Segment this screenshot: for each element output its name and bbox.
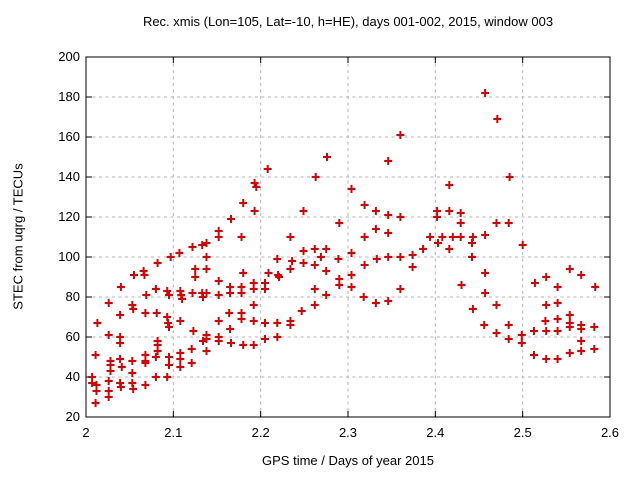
x-tick-label: 2.6 [600, 425, 620, 440]
x-tick-label: 2.5 [513, 425, 532, 440]
y-tick-label: 120 [58, 209, 80, 224]
x-tick-label: 2 [82, 425, 90, 440]
x-tick-label: 2.2 [251, 425, 270, 440]
x-axis-label: GPS time / Days of year 2015 [262, 453, 434, 468]
plot-border [85, 56, 611, 418]
y-tick-label: 80 [65, 289, 80, 304]
data-point-markers [88, 89, 600, 407]
y-tick-label: 60 [65, 329, 80, 344]
y-tick-label: 20 [65, 409, 80, 424]
y-tick-label: 200 [58, 49, 80, 64]
y-tick-label: 40 [65, 369, 80, 384]
x-tick-label: 2.1 [164, 425, 183, 440]
x-tick-label: 2.4 [426, 425, 445, 440]
chart-title: Rec. xmis (Lon=105, Lat=-10, h=HE), days… [142, 14, 554, 29]
x-tick-label: 2.3 [338, 425, 358, 440]
y-tick-label: 160 [58, 129, 80, 144]
y-tick-label: 180 [58, 89, 80, 104]
y-tick-label: 100 [58, 249, 80, 264]
y-tick-label: 140 [58, 169, 80, 184]
